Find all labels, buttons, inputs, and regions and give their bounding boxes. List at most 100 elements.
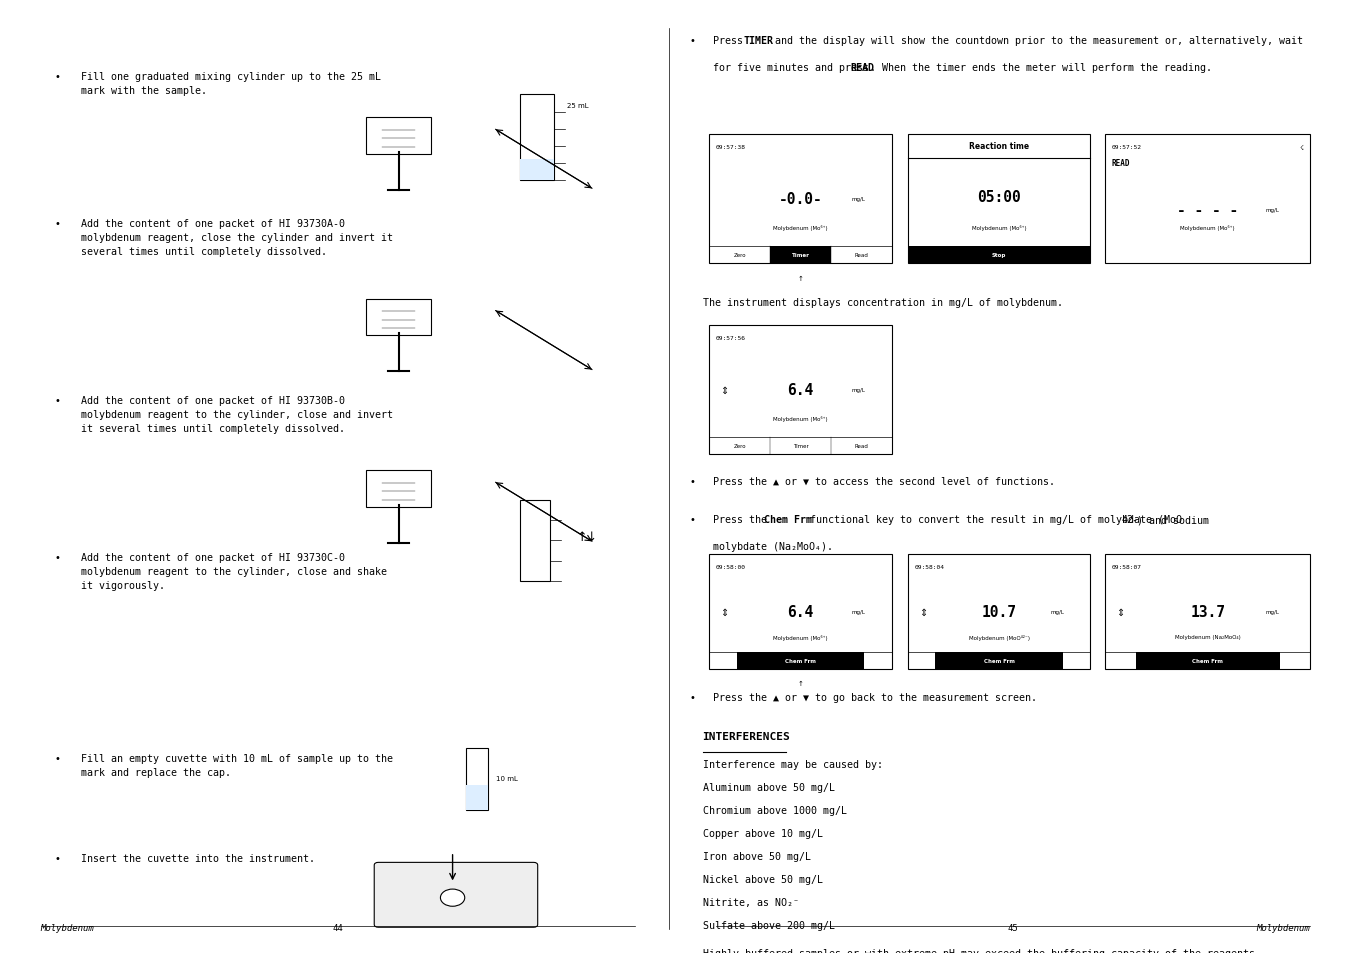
Text: Press the ▲ or ▼ to access the second level of functions.: Press the ▲ or ▼ to access the second le… [713,476,1055,486]
Text: mg/L: mg/L [851,609,866,615]
Text: Fill one graduated mixing cylinder up to the 25 mL
mark with the sample.: Fill one graduated mixing cylinder up to… [81,71,381,95]
Text: 6.4: 6.4 [788,383,813,397]
Bar [520,159,554,181]
Text: ⇕: ⇕ [720,385,728,395]
Text: mg/L: mg/L [1266,609,1279,615]
Text: Molybdenum (Mo⁶⁺): Molybdenum (Mo⁶⁺) [1181,225,1235,231]
Text: Molybdenum (Mo⁶⁺): Molybdenum (Mo⁶⁺) [971,225,1027,231]
Text: •: • [54,71,59,81]
Text: ⇕: ⇕ [919,607,927,617]
Text: ) and sodium: ) and sodium [1136,515,1209,524]
FancyBboxPatch shape [908,555,1090,669]
Text: mg/L: mg/L [1050,609,1065,615]
Text: Molybdenum: Molybdenum [1256,923,1310,932]
Bar [466,748,488,810]
Text: •: • [689,476,694,486]
Text: Zero: Zero [734,443,746,449]
Text: Add the content of one packet of HI 93730A-0
molybdenum reagent, close the cylin: Add the content of one packet of HI 9373… [81,219,393,257]
FancyBboxPatch shape [908,135,1090,264]
Text: Sulfate above 200 mg/L: Sulfate above 200 mg/L [703,920,835,929]
Text: 4: 4 [1121,515,1128,524]
Text: Read: Read [854,253,869,258]
Text: 09:57:38: 09:57:38 [716,145,746,150]
Text: Iron above 50 mg/L: Iron above 50 mg/L [703,851,811,861]
Bar [520,500,550,581]
Text: mg/L: mg/L [1266,208,1279,213]
Text: ↑: ↑ [797,680,804,686]
FancyBboxPatch shape [1105,135,1310,264]
Text: Press the ▲ or ▼ to go back to the measurement screen.: Press the ▲ or ▼ to go back to the measu… [713,692,1038,701]
Text: for five minutes and press: for five minutes and press [713,63,875,72]
Text: TIMER: TIMER [743,36,774,46]
Text: INTERFERENCES: INTERFERENCES [703,731,790,740]
Text: Aluminum above 50 mg/L: Aluminum above 50 mg/L [703,782,835,792]
Text: Timer: Timer [793,443,808,449]
Text: Interference may be caused by:: Interference may be caused by: [703,760,882,769]
Text: Nickel above 50 mg/L: Nickel above 50 mg/L [703,874,823,883]
Text: Fill an empty cuvette with 10 mL of sample up to the
mark and replace the cap.: Fill an empty cuvette with 10 mL of samp… [81,753,393,777]
FancyBboxPatch shape [366,299,431,335]
Text: 09:58:04: 09:58:04 [915,564,944,569]
Text: •: • [689,515,694,524]
Text: Molybdenum: Molybdenum [41,923,95,932]
Text: •: • [54,219,59,229]
Text: 10 mL: 10 mL [496,776,517,781]
Text: 05:00: 05:00 [977,190,1021,205]
Bar [520,95,554,181]
Text: ↑: ↑ [797,275,804,281]
FancyBboxPatch shape [709,326,892,455]
Text: •: • [54,853,59,862]
Text: Nitrite, as NO₂⁻: Nitrite, as NO₂⁻ [703,897,798,906]
Text: •: • [689,36,694,46]
Text: - - - -: - - - - [1177,202,1239,217]
Text: Chem Frm: Chem Frm [785,658,816,663]
Text: Press: Press [713,36,750,46]
FancyBboxPatch shape [366,118,431,154]
Text: ⇕: ⇕ [720,607,728,617]
Bar [770,247,831,264]
Text: •: • [54,553,59,562]
Text: Insert the cuvette into the instrument.: Insert the cuvette into the instrument. [81,853,315,862]
Text: 2-: 2- [1127,515,1139,524]
FancyBboxPatch shape [709,555,892,669]
Text: Molybdenum (Na₂MoO₄): Molybdenum (Na₂MoO₄) [1175,635,1240,639]
Text: The instrument displays concentration in mg/L of molybdenum.: The instrument displays concentration in… [703,297,1062,307]
Text: 09:58:07: 09:58:07 [1112,564,1142,569]
Text: READ: READ [1112,159,1131,168]
Text: . When the timer ends the meter will perform the reading.: . When the timer ends the meter will per… [870,63,1212,72]
Text: 09:57:52: 09:57:52 [1112,145,1142,150]
Text: 09:58:00: 09:58:00 [716,564,746,569]
Text: Zero: Zero [734,253,746,258]
Text: 45: 45 [1008,923,1019,932]
Text: ↑↓: ↑↓ [577,530,598,543]
Text: Chromium above 1000 mg/L: Chromium above 1000 mg/L [703,805,847,815]
Text: Timer: Timer [792,253,809,258]
Text: and the display will show the countdown prior to the measurement or, alternative: and the display will show the countdown … [769,36,1304,46]
Text: mg/L: mg/L [851,197,866,202]
Text: Molybdenum (Mo⁶⁺): Molybdenum (Mo⁶⁺) [773,634,828,640]
FancyBboxPatch shape [374,862,538,927]
Text: Read: Read [854,443,869,449]
Text: Add the content of one packet of HI 93730C-0
molybdenum reagent to the cylinder,: Add the content of one packet of HI 9373… [81,553,386,591]
Text: Copper above 10 mg/L: Copper above 10 mg/L [703,828,823,838]
Bar [1136,652,1279,669]
Text: Molybdenum (Mo⁶⁺): Molybdenum (Mo⁶⁺) [773,416,828,421]
FancyBboxPatch shape [709,135,892,264]
Text: 25 mL: 25 mL [567,103,589,109]
Bar [466,785,488,810]
Text: •: • [689,692,694,701]
Text: -0.0-: -0.0- [778,193,823,207]
Text: 09:57:56: 09:57:56 [716,335,746,340]
Text: functional key to convert the result in mg/L of molybdate (MoO: functional key to convert the result in … [804,515,1182,524]
Text: Chem Frm: Chem Frm [763,515,812,524]
Text: mg/L: mg/L [851,388,866,393]
Text: ☇: ☇ [1300,145,1304,151]
Text: Reaction time: Reaction time [969,142,1029,152]
Text: molybdate (Na₂MoO₄).: molybdate (Na₂MoO₄). [713,541,834,551]
Text: Press the: Press the [713,515,773,524]
Text: 6.4: 6.4 [788,604,813,619]
Text: 44: 44 [332,923,343,932]
Text: Add the content of one packet of HI 93730B-0
molybdenum reagent to the cylinder,: Add the content of one packet of HI 9373… [81,395,393,434]
FancyBboxPatch shape [1105,555,1310,669]
Text: Chem Frm: Chem Frm [1193,658,1223,663]
